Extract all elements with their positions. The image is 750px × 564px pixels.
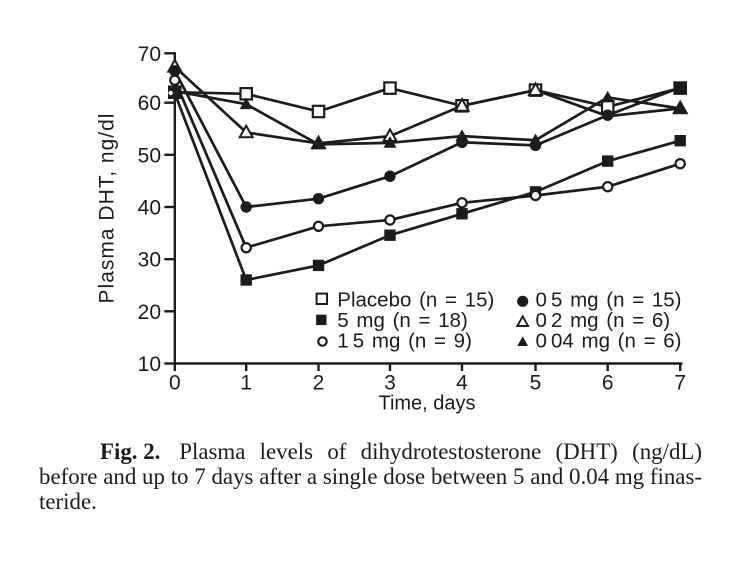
svg-text:4: 4	[456, 372, 468, 395]
svg-text:Time, days: Time, days	[378, 393, 475, 415]
svg-text:1 5 mg (n = 9): 1 5 mg (n = 9)	[337, 330, 472, 353]
svg-text:0 2 mg (n = 6): 0 2 mg (n = 6)	[536, 309, 671, 332]
svg-text:10: 10	[138, 353, 161, 376]
svg-text:7: 7	[674, 372, 686, 395]
svg-text:5: 5	[530, 372, 542, 395]
svg-text:30: 30	[138, 249, 161, 272]
svg-text:50: 50	[138, 144, 161, 167]
svg-text:3: 3	[384, 372, 396, 395]
svg-text:5 mg (n = 18): 5 mg (n = 18)	[337, 309, 468, 332]
svg-text:1: 1	[240, 372, 252, 395]
svg-text:Placebo (n = 15): Placebo (n = 15)	[337, 288, 494, 311]
svg-text:6: 6	[602, 372, 614, 395]
svg-text:0 04 mg (n = 6): 0 04 mg (n = 6)	[536, 330, 682, 353]
svg-text:0: 0	[169, 372, 181, 395]
svg-text:2: 2	[313, 372, 325, 395]
svg-text:40: 40	[138, 197, 161, 220]
svg-text:60: 60	[138, 92, 161, 115]
svg-text:Plasma DHT, ng/dl: Plasma DHT, ng/dl	[96, 113, 119, 304]
svg-text:0 5 mg (n = 15): 0 5 mg (n = 15)	[536, 288, 682, 311]
svg-text:70: 70	[138, 43, 161, 66]
svg-text:20: 20	[138, 301, 161, 324]
